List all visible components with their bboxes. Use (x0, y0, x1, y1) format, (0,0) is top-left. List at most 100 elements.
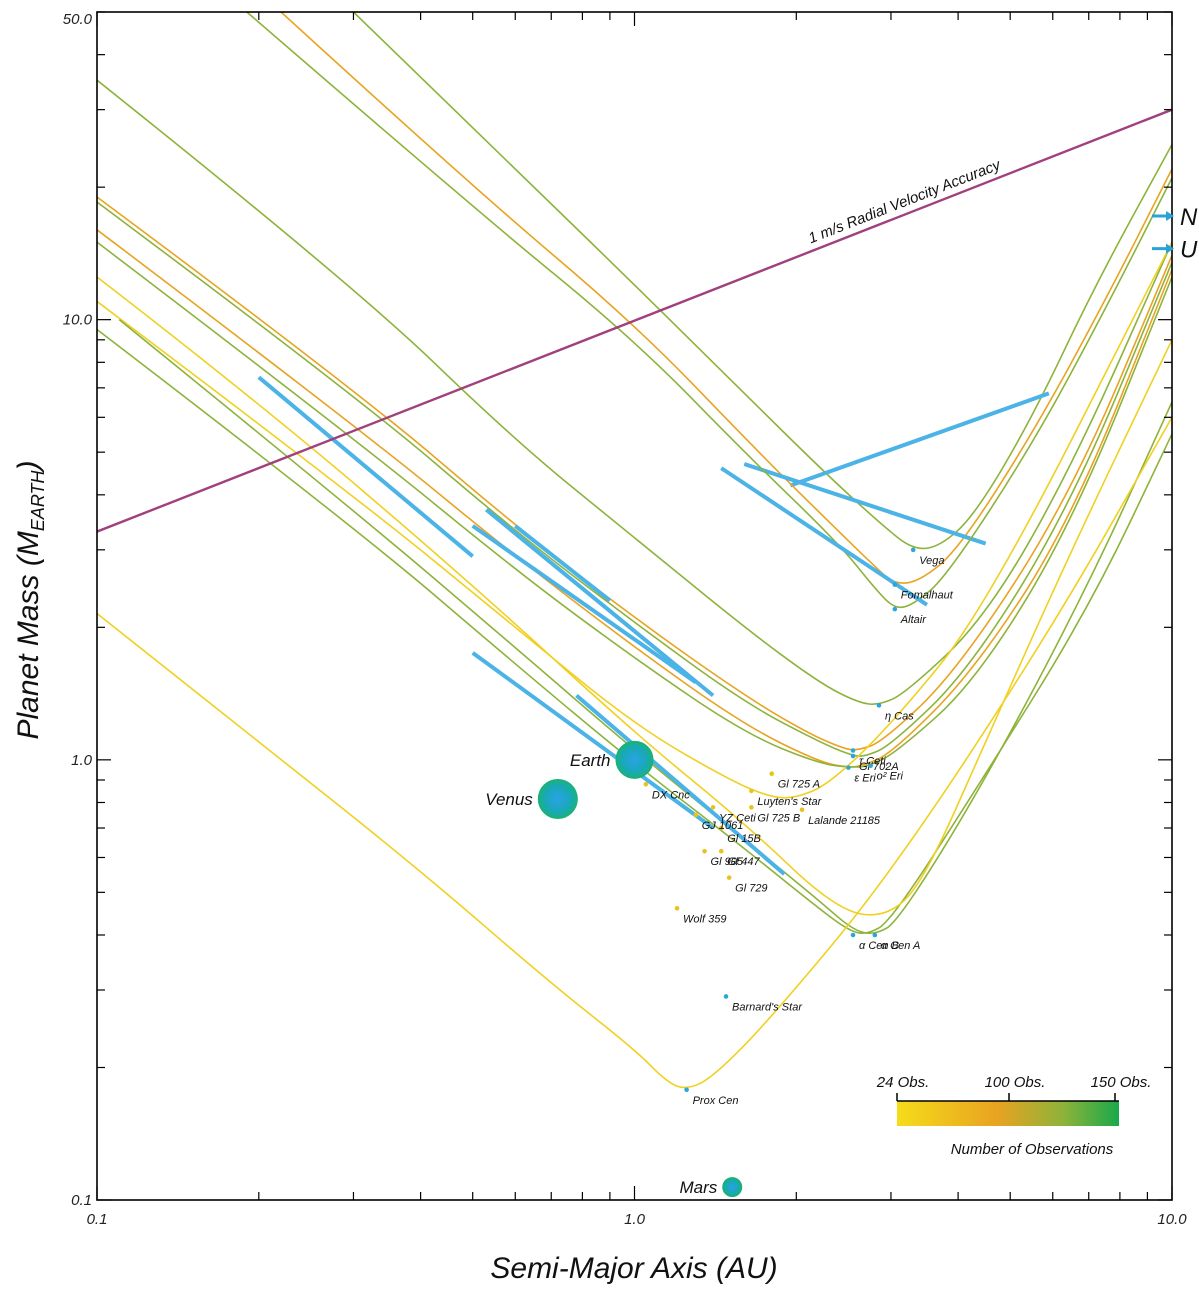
curve-2 (246, 12, 1172, 609)
star-label-7: o² Eri (877, 771, 904, 783)
star-label-11: Gl 725 B (757, 812, 800, 824)
curve-3 (97, 79, 1172, 705)
legend: 24 Obs. 100 Obs. 150 Obs. Number of Observa… (876, 1074, 1152, 1158)
planet-label-mars: Mars (679, 1178, 717, 1197)
star-label-18: Gl 729 (735, 883, 767, 895)
star-marker-11 (749, 805, 754, 810)
curve-6 (97, 229, 1172, 768)
offscale-label-1: U (1180, 237, 1198, 264)
offscale-label-0: N (1180, 204, 1198, 231)
x-axis-title: Semi-Major Axis (AU) (490, 1252, 777, 1285)
star-marker-9 (749, 788, 754, 794)
planet-venus (537, 778, 578, 819)
curve-blue-segment-12 (257, 375, 474, 558)
star-marker-8 (769, 771, 775, 777)
star-label-21: α Cen B (859, 940, 899, 952)
curve-blue-segment-4 (514, 524, 612, 603)
star-label-5: Gl 702A (859, 761, 899, 773)
star-label-0: Vega (919, 555, 944, 567)
offscale-arrow-head-0 (1166, 210, 1174, 221)
star-marker-13 (718, 825, 724, 831)
star-marker-19 (674, 905, 680, 911)
curve-8 (97, 241, 1172, 799)
plot-frame (96, 11, 1173, 1201)
star-label-3: η Cas (885, 710, 914, 722)
star-label-2: Altair (900, 614, 927, 626)
curve-11 (97, 416, 1172, 1089)
planet-label-venus: Venus (485, 790, 533, 809)
stars-group: Vega Fomalhaut Altair η Cas τ Ceti,Gl 702Aε … (643, 547, 954, 1107)
legend-title: Number of Observations (951, 1141, 1114, 1158)
star-marker-0 (910, 547, 916, 553)
x-tick-label-2: 10.0 (1157, 1211, 1187, 1228)
star-label-13: Gl 15B (727, 833, 761, 845)
star-marker-2 (892, 606, 898, 612)
y-axis-title: Planet Mass (MEARTH) (12, 460, 48, 739)
x-tick-label-1: 1.0 (624, 1211, 646, 1228)
star-label-14: DX Cnc (652, 789, 690, 801)
rv-accuracy-group (97, 108, 1172, 533)
curve-1 (280, 12, 1172, 584)
star-marker-4 (850, 748, 856, 753)
curve-10 (97, 328, 1172, 935)
star-label-4: τ Ceti, (859, 756, 889, 768)
star-label-10: Lalande 21185 (808, 815, 881, 827)
offscale-arrow-head-1 (1166, 243, 1174, 254)
curve-5 (97, 201, 1172, 757)
star-marker-22 (723, 994, 729, 999)
star-marker-15 (693, 812, 699, 818)
curve-7 (97, 241, 1172, 768)
planet-mars (722, 1177, 743, 1198)
planets-group: Earth Venus Mars (485, 740, 743, 1198)
curve-blue-segment-1 (743, 462, 987, 546)
rv-accuracy-label: 1 m/s Radial Velocity Accuracy (806, 156, 1004, 247)
y-tick-label-2: 10.0 (63, 312, 93, 329)
star-label-22: Barnard's Star (732, 1001, 803, 1013)
star-marker-5 (850, 753, 856, 759)
curve-9 (118, 319, 1172, 935)
curve-blue-segment-5 (485, 508, 715, 698)
star-marker-3 (876, 703, 882, 708)
star-label-9: Luyten's Star (757, 796, 822, 808)
x-tick-label-0: 0.1 (87, 1211, 108, 1228)
axis-ticks: 0.1 1.0 10.0 0.1 1.0 10.0 50.0 (63, 11, 1187, 1228)
star-marker-17 (718, 848, 724, 854)
star-label-23: Prox Cen (693, 1095, 739, 1107)
star-label-16: Gl 905 (711, 856, 744, 868)
legend-tick-label-2: 150 Obs. (1091, 1074, 1152, 1091)
star-marker-1 (892, 582, 898, 587)
curve-blue-segment-9 (471, 651, 715, 830)
star-marker-10 (799, 807, 805, 813)
planet-earth (615, 740, 654, 779)
star-label-20: α Cen A (881, 940, 921, 952)
star-label-8: Gl 725 A (778, 779, 820, 791)
star-label-17: Gl 447 (727, 856, 760, 868)
planet-label-earth: Earth (570, 751, 611, 770)
y-tick-label-0: 0.1 (71, 1192, 92, 1209)
star-marker-14 (643, 781, 649, 787)
star-marker-6 (846, 765, 851, 770)
y-tick-label-1: 1.0 (71, 752, 93, 769)
star-label-19: Wolf 359 (683, 913, 726, 925)
star-marker-7 (868, 763, 873, 768)
curve-12 (97, 276, 1172, 916)
star-label-12: YZ Ceti (719, 812, 756, 824)
sensitivity-curves (97, 12, 1172, 1089)
curve-blue-segment-6 (471, 524, 697, 684)
star-marker-18 (726, 875, 732, 880)
legend-colorbar (897, 1101, 1119, 1126)
curve-blue-segment-2 (720, 466, 929, 607)
legend-tick-label-0: 24 Obs. (876, 1074, 930, 1091)
y-tick-label-3: 50.0 (63, 11, 93, 28)
star-label-6: ε Eri (854, 773, 876, 785)
star-marker-20 (872, 932, 878, 938)
star-marker-23 (684, 1087, 689, 1093)
curve-0 (352, 12, 1172, 550)
legend-tick-label-1: 100 Obs. (985, 1074, 1046, 1091)
star-label-1: Fomalhaut (901, 590, 954, 602)
curve-blue-segment-10 (575, 693, 786, 876)
rv-accuracy-line (97, 108, 1172, 533)
star-marker-12 (710, 805, 716, 810)
curve-blue-segment-0 (789, 391, 1050, 488)
